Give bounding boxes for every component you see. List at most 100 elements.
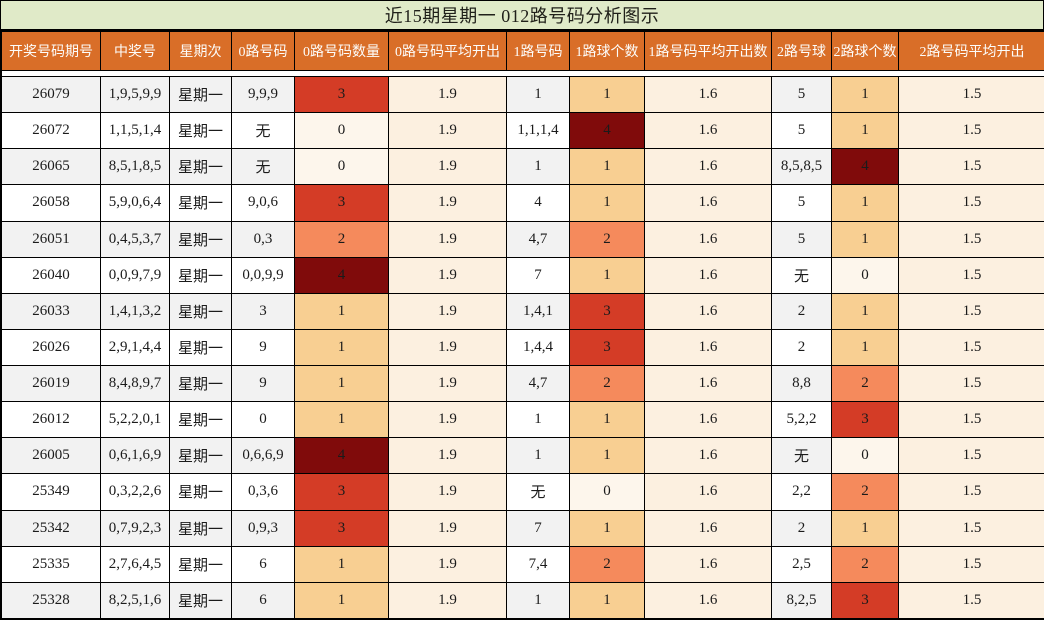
cell-route1-avg: 1.6 [644, 256, 772, 294]
cell-route0-count: 3 [294, 75, 389, 114]
cell-route0-count: 2 [294, 220, 389, 258]
cell-route1-count: 1 [569, 256, 645, 294]
cell-route1-count: 1 [569, 581, 645, 620]
cell-route1-avg: 1.6 [644, 401, 772, 439]
cell-route2-numbers: 8,2,5 [771, 581, 832, 620]
cell-route1-count: 3 [569, 328, 645, 367]
cell-route2-numbers: 无 [771, 256, 832, 294]
table-row: 25335 2,7,6,4,5 星期一 6 1 1.9 7,4 2 1.6 2,5 2 1.5 [1, 545, 1044, 583]
table-header: 开奖号码期号 中奖号 星期次 0路号码 0路号码数量 0路号码平均开出 1路号码 1路球个数 1… [1, 31, 1044, 71]
table-row: 26040 0,0,9,7,9 星期一 0,0,9,9 4 1.9 7 1 1.6 无 0 1.5 [1, 256, 1044, 294]
cell-win-numbers: 0,3,2,2,6 [100, 473, 170, 511]
cell-route1-avg: 1.6 [644, 509, 772, 547]
cell-route2-numbers: 2,2 [771, 473, 832, 511]
title-bar: 近15期星期一 012路号码分析图示 [1, 1, 1043, 31]
cell-win-numbers: 0,4,5,3,7 [100, 220, 170, 258]
cell-route2-numbers: 2,5 [771, 545, 832, 583]
cell-win-numbers: 0,6,1,6,9 [100, 437, 170, 475]
cell-route2-avg: 1.5 [898, 112, 1044, 150]
cell-route2-numbers: 8,5,8,5 [771, 148, 832, 186]
cell-route0-avg: 1.9 [388, 148, 507, 186]
cell-route1-count: 2 [569, 364, 645, 403]
cell-period: 26040 [1, 256, 101, 294]
table-row: 26065 8,5,1,8,5 星期一无 0 1.9 1 1 1.6 8,5,8,5 4 1.5 [1, 148, 1044, 186]
table-row: 26033 1,4,1,3,2 星期一 3 1 1.9 1,4,1 3 1.6 2 1 1.5 [1, 292, 1044, 330]
cell-route2-avg: 1.5 [898, 184, 1044, 222]
column-header-route1-count: 1路球个数 [569, 31, 645, 71]
cell-route2-count: 2 [831, 473, 899, 511]
cell-route1-avg: 1.6 [644, 364, 772, 403]
cell-route0-count: 1 [294, 364, 389, 403]
table-row: 26005 0,6,1,6,9 星期一 0,6,6,9 4 1.9 1 1 1.6 无 0 1.5 [1, 437, 1044, 475]
column-header-route2-avg: 2路号码平均开出 [898, 31, 1044, 71]
table-row: 26058 5,9,0,6,4 星期一 9,0,6 3 1.9 4 1 1.6 5 1 1.5 [1, 184, 1044, 222]
cell-route2-count: 1 [831, 328, 899, 367]
cell-route1-numbers: 1 [506, 437, 570, 475]
header-row: 开奖号码期号 中奖号 星期次 0路号码 0路号码数量 0路号码平均开出 1路号码 1路球个数 1… [1, 31, 1044, 71]
column-header-route2-count: 2路球个数 [831, 31, 899, 71]
cell-route0-numbers: 0,9,3 [231, 509, 295, 547]
cell-route0-avg: 1.9 [388, 112, 507, 150]
cell-route0-numbers: 6 [231, 581, 295, 620]
cell-route2-numbers: 2 [771, 328, 832, 367]
cell-win-numbers: 0,0,9,7,9 [100, 256, 170, 294]
cell-period: 26012 [1, 401, 101, 439]
cell-route0-numbers: 6 [231, 545, 295, 583]
column-header-route1-avg: 1路号码平均开出数 [644, 31, 772, 71]
cell-period: 26033 [1, 292, 101, 330]
cell-win-numbers: 1,9,5,9,9 [100, 75, 170, 114]
cell-route0-avg: 1.9 [388, 473, 507, 511]
cell-route2-avg: 1.5 [898, 220, 1044, 258]
cell-route2-count: 0 [831, 256, 899, 294]
cell-route0-numbers: 0,3 [231, 220, 295, 258]
cell-weekday: 星期一 [169, 545, 232, 583]
cell-route2-avg: 1.5 [898, 364, 1044, 403]
cell-win-numbers: 8,4,8,9,7 [100, 364, 170, 403]
cell-route2-count: 2 [831, 364, 899, 403]
cell-route2-numbers: 5,2,2 [771, 401, 832, 439]
cell-period: 26079 [1, 75, 101, 114]
cell-route0-numbers: 无 [231, 148, 295, 186]
cell-route1-count: 1 [569, 75, 645, 114]
cell-period: 25328 [1, 581, 101, 620]
cell-route0-avg: 1.9 [388, 184, 507, 222]
cell-route1-numbers: 4,7 [506, 220, 570, 258]
cell-period: 25349 [1, 473, 101, 511]
cell-route2-numbers: 2 [771, 509, 832, 547]
cell-route1-avg: 1.6 [644, 148, 772, 186]
cell-route1-numbers: 1,4,4 [506, 328, 570, 367]
table-row: 25342 0,7,9,2,3 星期一 0,9,3 3 1.9 7 1 1.6 2 1 1.5 [1, 509, 1044, 547]
cell-route1-avg: 1.6 [644, 581, 772, 620]
cell-route2-avg: 1.5 [898, 581, 1044, 620]
column-header-period: 开奖号码期号 [1, 31, 101, 71]
cell-route0-numbers: 9 [231, 328, 295, 367]
cell-route0-count: 0 [294, 148, 389, 186]
cell-period: 26005 [1, 437, 101, 475]
cell-route0-avg: 1.9 [388, 364, 507, 403]
cell-route2-avg: 1.5 [898, 75, 1044, 114]
cell-route0-count: 3 [294, 509, 389, 547]
cell-win-numbers: 8,2,5,1,6 [100, 581, 170, 620]
cell-route2-numbers: 8,8 [771, 364, 832, 403]
cell-route0-avg: 1.9 [388, 545, 507, 583]
cell-weekday: 星期一 [169, 292, 232, 330]
cell-period: 26019 [1, 364, 101, 403]
column-header-win-numbers: 中奖号 [100, 31, 170, 71]
cell-route2-count: 1 [831, 112, 899, 150]
cell-weekday: 星期一 [169, 364, 232, 403]
analysis-table: 开奖号码期号 中奖号 星期次 0路号码 0路号码数量 0路号码平均开出 1路号码 1路球个数 1… [1, 31, 1044, 620]
cell-win-numbers: 2,9,1,4,4 [100, 328, 170, 367]
table-row: 26079 1,9,5,9,9 星期一 9,9,9 3 1.9 1 1 1.6 5 1 1.5 [1, 75, 1044, 114]
column-header-route0-numbers: 0路号码 [231, 31, 295, 71]
cell-route2-count: 1 [831, 220, 899, 258]
cell-route0-avg: 1.9 [388, 581, 507, 620]
cell-win-numbers: 5,2,2,0,1 [100, 401, 170, 439]
cell-route1-numbers: 1 [506, 401, 570, 439]
cell-weekday: 星期一 [169, 220, 232, 258]
cell-route0-numbers: 9,0,6 [231, 184, 295, 222]
cell-route0-count: 0 [294, 112, 389, 150]
cell-win-numbers: 8,5,1,8,5 [100, 148, 170, 186]
cell-route1-numbers: 7 [506, 256, 570, 294]
cell-route2-numbers: 5 [771, 220, 832, 258]
cell-route1-numbers: 1,1,1,4 [506, 112, 570, 150]
